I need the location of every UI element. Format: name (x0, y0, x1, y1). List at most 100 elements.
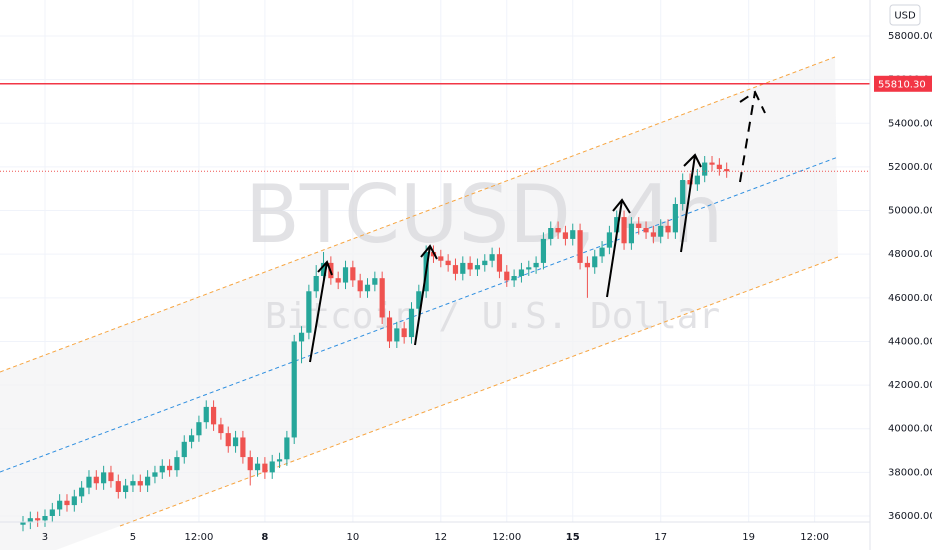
x-tick-label: 8 (261, 532, 268, 543)
candle-body (108, 472, 114, 482)
candle-body (298, 332, 305, 342)
candle-body (364, 284, 371, 292)
candle-body (592, 256, 598, 268)
arrow (680, 153, 702, 253)
arrow (309, 260, 333, 363)
candle-body (218, 424, 224, 434)
y-tick-label: 50000.00 (888, 206, 932, 217)
candle-body (548, 228, 554, 239)
candle-body (123, 485, 129, 492)
candle-body (628, 223, 634, 244)
arrow (606, 198, 631, 298)
candle-body (196, 422, 202, 436)
candle-body (438, 256, 444, 261)
candle-body (240, 437, 246, 458)
candle-body (636, 223, 642, 228)
candle-body (416, 291, 422, 309)
candle-body (555, 228, 561, 233)
candle-body (724, 169, 730, 172)
candle-body (262, 463, 268, 473)
x-tick-label: 5 (130, 532, 136, 543)
x-tick-label: 10 (346, 532, 359, 543)
candle-body (570, 230, 576, 239)
y-tick-label: 44000.00 (888, 336, 932, 347)
candle-body (467, 262, 473, 270)
candle-body (599, 247, 605, 257)
candle-body (254, 463, 261, 471)
arrow (414, 244, 438, 346)
candle-body (167, 465, 173, 471)
x-tick-label: 12:00 (800, 532, 829, 543)
candle-body (20, 522, 26, 525)
x-tick-label: 12 (434, 532, 447, 543)
y-tick-label: 48000.00 (888, 249, 932, 260)
candle-body (496, 254, 503, 272)
candle-body (232, 437, 239, 447)
candle-body (313, 276, 319, 292)
candle-body (680, 180, 686, 204)
candle-body (394, 328, 400, 342)
candle-body (210, 406, 217, 425)
candle-body (71, 496, 77, 506)
candle-body (621, 217, 627, 244)
candle-body (269, 461, 275, 473)
candle-body (276, 459, 283, 462)
candle-body (482, 260, 488, 266)
candle-body (247, 457, 253, 471)
candle-body (540, 238, 547, 263)
candle-body (64, 500, 70, 506)
x-tick-label: 19 (742, 532, 755, 543)
projected-arrow (739, 91, 756, 183)
candle-body (526, 267, 532, 270)
candle-body (203, 406, 209, 423)
drawn-arrows (309, 90, 766, 363)
candle-body (284, 437, 290, 460)
x-tick-label: 12:00 (492, 532, 521, 543)
y-tick-label: 40000.00 (888, 424, 932, 435)
candle-body (350, 267, 356, 281)
candle-body (386, 317, 393, 342)
candle-body (665, 225, 671, 233)
candle-body (188, 435, 195, 442)
candle-body (320, 262, 327, 276)
channel-lower (119, 256, 839, 527)
candle-body (372, 278, 378, 285)
candle-body (445, 260, 451, 266)
candle-body (511, 276, 517, 281)
currency-box[interactable] (889, 4, 921, 26)
candle-body (42, 516, 48, 521)
y-tick-label: 52000.00 (888, 162, 932, 173)
candle-body (533, 262, 539, 268)
candle-body (357, 280, 363, 292)
candle-body (306, 291, 312, 333)
x-tick-label: 12:00 (185, 532, 214, 543)
candle-body (702, 162, 708, 176)
y-tick-label: 36000.00 (888, 511, 932, 522)
watermark-symbol: BTCUSD, 4h (245, 168, 723, 261)
candle-body (115, 481, 121, 492)
projected-arrowhead (739, 90, 766, 114)
candle-body (145, 476, 151, 486)
y-tick-label: 42000.00 (888, 380, 932, 391)
candle-body (225, 433, 231, 447)
candle-body (606, 232, 612, 248)
candle-body (57, 500, 63, 510)
candle-body (504, 271, 510, 281)
candle-body (401, 328, 407, 338)
y-tick-label: 58000.00 (888, 31, 932, 42)
candle-body (174, 457, 180, 471)
candle-body (709, 162, 715, 165)
candle-body (291, 341, 297, 438)
candle-body (86, 476, 92, 488)
price-label: 55810.30 (878, 79, 926, 90)
price-label-box (874, 75, 932, 92)
candle-body (577, 230, 583, 263)
candle-body (27, 518, 33, 523)
currency[interactable]: USD (894, 11, 916, 22)
candle-body (584, 262, 591, 268)
candle-body (452, 265, 459, 274)
candle-body (518, 269, 525, 276)
watermark-name: Bitcoin / U.S. Dollar (265, 296, 720, 337)
candle-body (137, 481, 143, 486)
